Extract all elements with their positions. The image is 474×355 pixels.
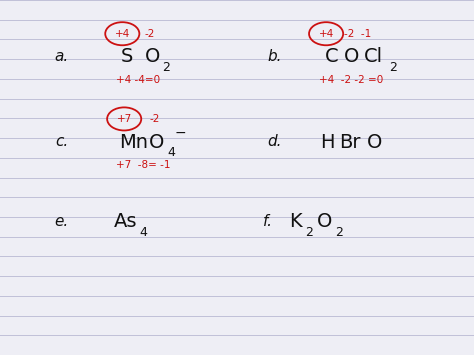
Text: K: K [289,212,302,231]
Text: 2: 2 [163,61,171,74]
Text: O: O [145,47,160,66]
Text: e.: e. [55,214,69,229]
Text: O: O [367,132,383,152]
Text: As: As [114,212,137,231]
Text: 4: 4 [167,146,175,159]
Text: S: S [121,47,133,66]
Text: O: O [149,132,164,152]
Text: a.: a. [55,49,69,64]
Text: b.: b. [268,49,282,64]
Text: 4: 4 [140,226,148,239]
Text: +4: +4 [115,29,130,39]
Text: +7: +7 [117,114,132,124]
Text: +4: +4 [319,29,334,39]
Text: d.: d. [268,135,282,149]
Text: +7  -8= -1: +7 -8= -1 [116,160,171,170]
Text: -2: -2 [149,114,160,124]
Text: c.: c. [55,135,68,149]
Text: O: O [344,47,359,66]
Text: 2: 2 [335,226,343,239]
Text: H: H [320,132,335,152]
Text: 2: 2 [305,226,313,239]
Text: C: C [325,47,338,66]
Text: +4  -2 -2 =0: +4 -2 -2 =0 [319,75,383,85]
Text: -2  -1: -2 -1 [344,29,371,39]
Text: Cl: Cl [364,47,383,66]
Text: Br: Br [339,132,360,152]
Text: +4 -4=0: +4 -4=0 [116,75,160,85]
Text: O: O [317,212,332,231]
Text: f.: f. [263,214,273,229]
Text: −: − [174,126,186,140]
Text: -2: -2 [145,29,155,39]
Text: Mn: Mn [119,132,148,152]
Text: 2: 2 [389,61,397,74]
